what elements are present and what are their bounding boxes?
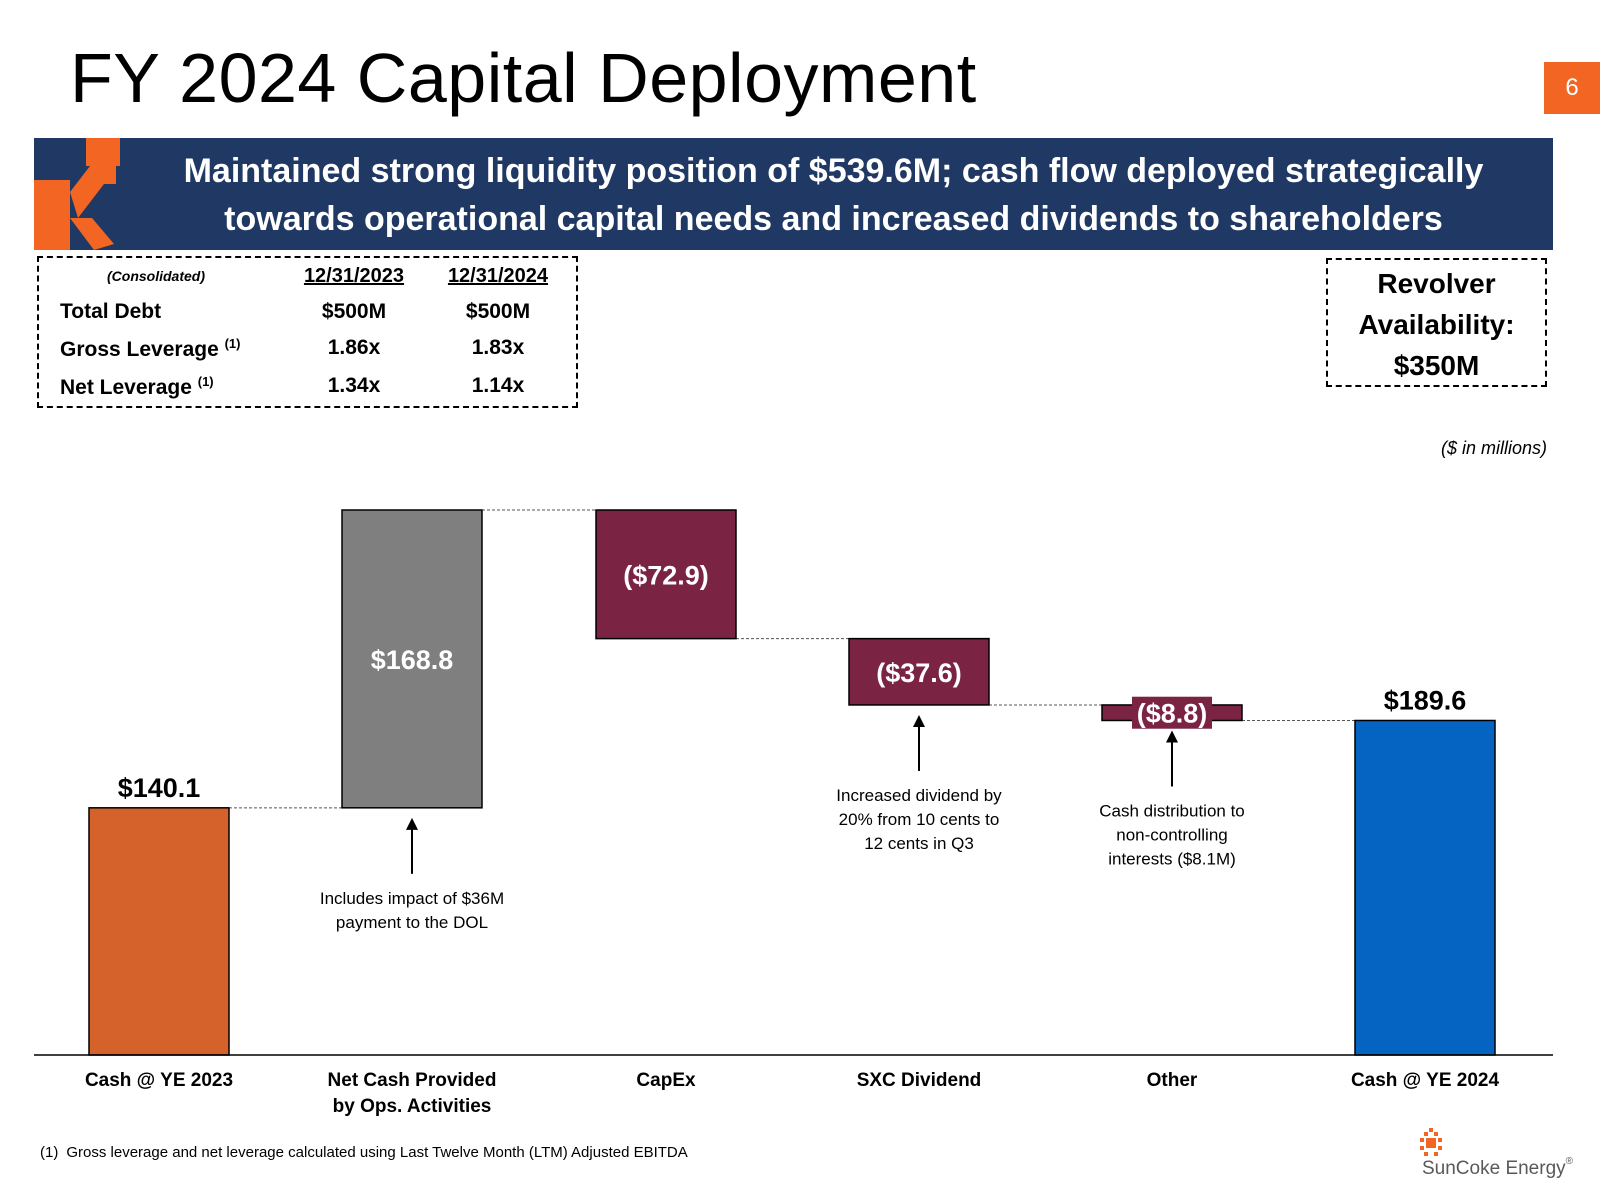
footnote: (1) Gross leverage and net leverage calcu… [40, 1144, 696, 1161]
annotation-text: Increased dividend by [836, 786, 1002, 805]
headline-banner: Maintained strong liquidity position of … [34, 138, 1553, 250]
value-label-6: $189.6 [1384, 685, 1467, 715]
revolver-availability-box: Revolver Availability: $350M [1326, 258, 1547, 387]
value-label-bg [1132, 696, 1212, 729]
footnote-text: Gross leverage and net leverage calculat… [66, 1144, 688, 1161]
annotation-text: Includes impact of $36M [320, 889, 504, 908]
table-col-2024: 12/31/2024 [447, 265, 549, 287]
brand-name: SunCoke Energy® [1422, 1156, 1574, 1179]
x-tick-label: Net Cash Provided [328, 1070, 497, 1091]
value-label-4: ($37.6) [876, 658, 962, 688]
page-title: FY 2024 Capital Deployment [70, 39, 977, 117]
leverage-table: (Consolidated) 12/31/2023 12/31/2024 Tot… [37, 256, 578, 408]
sun-icon [1420, 1128, 1442, 1156]
annotation-text: payment to the DOL [336, 913, 488, 932]
table-header-consolidated: (Consolidated) [107, 268, 205, 284]
revolver-line-1: Revolver [1377, 268, 1496, 299]
row-net-leverage-2023: 1.34x [327, 374, 381, 397]
row-gross-leverage-2024: 1.83x [471, 336, 525, 359]
annotation-text: 12 cents in Q3 [864, 834, 974, 853]
annotation-arrow-head [406, 817, 418, 830]
x-tick-label: by Ops. Activities [333, 1096, 492, 1117]
value-label-2: $168.8 [371, 645, 454, 675]
table-col-2023: 12/31/2023 [303, 265, 405, 287]
row-total-debt-label: Total Debt [60, 300, 162, 323]
page-number: 6 [1544, 62, 1600, 114]
banner-line-1: Maintained strong liquidity position of … [183, 152, 1484, 190]
annotation-arrow-head [1166, 730, 1178, 743]
x-tick-label: Cash @ YE 2023 [85, 1070, 233, 1091]
row-gross-leverage-label: Gross Leverage (1) [60, 336, 241, 361]
brand-mark-icon [34, 138, 120, 250]
x-tick-label: CapEx [636, 1070, 696, 1091]
revolver-line-2: Availability: [1358, 309, 1515, 340]
row-total-debt-2023: $500M [321, 300, 387, 323]
row-net-leverage-2024: 1.14x [471, 374, 525, 397]
bar-6 [1354, 719, 1496, 1056]
annotation-arrow-head [913, 714, 925, 727]
row-gross-leverage-2023: 1.86x [327, 336, 381, 359]
banner-line-2: towards operational capital needs and in… [224, 200, 1443, 238]
bar-3 [595, 509, 737, 640]
bar-4 [848, 637, 990, 706]
value-label-5: ($8.8) [1137, 699, 1208, 729]
value-label-1: $140.1 [118, 773, 201, 803]
footnote-marker: (1) [40, 1144, 59, 1161]
bar-1 [88, 807, 230, 1056]
suncoke-logo: SunCoke Energy® [1414, 1126, 1594, 1186]
x-tick-label: Cash @ YE 2024 [1351, 1070, 1500, 1091]
revolver-line-3: $350M [1393, 350, 1480, 381]
annotation-text: 20% from 10 cents to [839, 810, 1000, 829]
units-note: ($ in millions) [1440, 438, 1547, 458]
x-tick-label: SXC Dividend [857, 1070, 982, 1091]
annotation-text: interests ($8.1M) [1108, 849, 1236, 868]
x-tick-label: Other [1147, 1070, 1198, 1091]
bar-2 [341, 509, 483, 809]
annotation-text: Cash distribution to [1099, 801, 1245, 820]
value-label-3: ($72.9) [623, 560, 709, 590]
annotation-text: non-controlling [1116, 825, 1228, 844]
row-net-leverage-label: Net Leverage (1) [60, 374, 214, 399]
row-total-debt-2024: $500M [465, 300, 531, 323]
